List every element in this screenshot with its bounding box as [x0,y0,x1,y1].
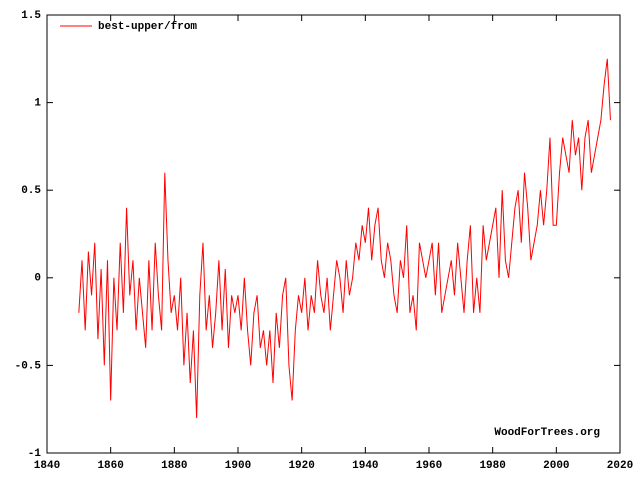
x-tick-label: 1920 [288,460,314,472]
y-tick-label: 1 [34,98,41,110]
watermark: WoodForTrees.org [494,427,600,439]
x-tick-label: 1960 [416,460,442,472]
y-tick-label: 1.5 [21,10,41,22]
plot-frame [46,14,621,454]
x-tick-label: 2000 [543,460,569,472]
y-tick-label: 0 [34,273,41,285]
x-tick-label: 1840 [34,460,60,472]
x-tick-label: 1860 [97,460,123,472]
x-tick-label: 2020 [607,460,633,472]
y-tick-label: 0.5 [21,185,41,197]
x-tick-label: 1940 [352,460,378,472]
x-tick-label: 1880 [161,460,187,472]
y-tick-label: -0.5 [15,360,42,372]
x-tick-label: 1980 [479,460,505,472]
line-series [78,58,611,418]
legend-label: best-upper/from [98,21,197,33]
y-tick-label: -1 [28,448,42,460]
x-tick-label: 1900 [225,460,251,472]
